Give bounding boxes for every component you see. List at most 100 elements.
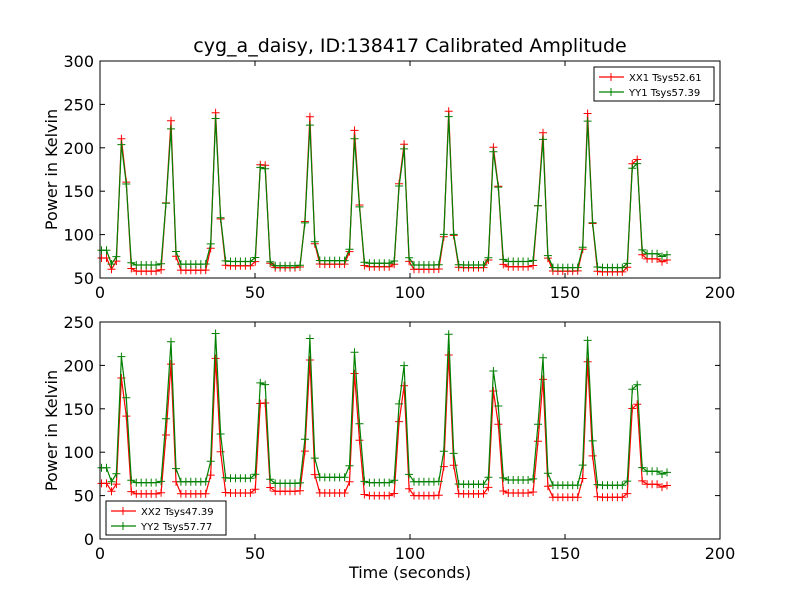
x-axis-label: Time (seconds) xyxy=(348,563,471,582)
data-point xyxy=(489,367,498,375)
data-point xyxy=(102,479,111,488)
data-point xyxy=(405,470,414,479)
legend-marker xyxy=(607,88,615,96)
data-point xyxy=(162,431,170,439)
y-tick-label: 100 xyxy=(63,226,94,245)
data-point xyxy=(484,253,493,262)
data-point xyxy=(157,477,166,486)
data-point xyxy=(588,436,597,445)
data-point xyxy=(658,470,666,479)
data-point xyxy=(539,128,547,137)
data-point xyxy=(157,488,166,497)
data-point xyxy=(300,447,309,456)
data-point xyxy=(628,404,637,413)
data-point xyxy=(355,419,364,428)
data-point xyxy=(529,474,538,483)
data-point xyxy=(300,218,309,227)
data-point xyxy=(653,480,662,489)
legend-label: XX2 Tsys47.39 xyxy=(141,507,214,518)
data-point xyxy=(340,473,349,482)
y-tick-label: 50 xyxy=(74,487,94,506)
figure-title: cyg_a_daisy, ID:138417 Calibrated Amplit… xyxy=(193,35,626,57)
data-point xyxy=(395,399,404,408)
data-point xyxy=(266,257,275,266)
data-point xyxy=(127,476,136,485)
data-point xyxy=(534,437,542,446)
legend-label: XX1 Tsys52.61 xyxy=(629,73,702,84)
x-tick-label: 100 xyxy=(395,544,426,563)
data-point xyxy=(345,461,354,470)
data-point xyxy=(638,463,647,472)
data-point xyxy=(345,477,354,486)
data-point xyxy=(291,487,299,496)
legend-marker xyxy=(119,522,127,530)
data-point xyxy=(479,489,488,498)
data-point xyxy=(246,489,255,497)
legend-box xyxy=(593,66,715,102)
data-point xyxy=(350,348,359,357)
legend-box xyxy=(105,500,227,536)
data-point xyxy=(628,164,637,173)
data-point xyxy=(524,476,533,484)
data-point xyxy=(534,420,542,429)
data-point xyxy=(489,147,498,156)
data-point xyxy=(583,357,592,366)
data-point xyxy=(216,430,225,438)
data-point xyxy=(112,252,121,261)
data-point xyxy=(395,182,404,190)
data-point xyxy=(112,480,121,489)
data-point xyxy=(578,243,587,252)
data-point xyxy=(172,247,180,256)
data-point xyxy=(122,412,131,421)
data-point xyxy=(246,257,255,266)
data-point xyxy=(434,491,443,500)
x-tick-label: 50 xyxy=(245,283,265,302)
data-point xyxy=(623,477,632,486)
data-point xyxy=(618,263,627,272)
x-tick-label: 150 xyxy=(550,544,581,563)
legend: XX1 Tsys52.61 YY1 Tsys57.39 xyxy=(593,66,715,102)
data-point xyxy=(162,414,170,423)
data-point xyxy=(400,144,409,153)
data-point xyxy=(127,487,136,496)
data-point xyxy=(152,261,161,269)
data-point xyxy=(494,183,503,192)
data-point xyxy=(102,463,111,472)
data-point xyxy=(593,480,602,489)
y-tick-label: 50 xyxy=(74,269,94,288)
data-point xyxy=(117,352,126,361)
data-point xyxy=(534,201,542,210)
y-tick-label: 300 xyxy=(63,52,94,71)
data-point xyxy=(638,245,647,254)
data-point xyxy=(494,420,503,429)
data-point xyxy=(261,164,270,173)
legend: XX2 Tsys47.39 YY2 Tsys57.77 xyxy=(105,500,227,536)
data-point xyxy=(296,486,304,495)
data-point xyxy=(658,483,666,492)
data-point xyxy=(167,337,175,346)
data-point xyxy=(638,476,647,485)
data-point xyxy=(266,483,275,492)
y-tick-label: 150 xyxy=(63,182,94,201)
data-point xyxy=(588,218,597,227)
data-point xyxy=(618,481,627,490)
data-point xyxy=(400,361,409,370)
data-point xyxy=(360,477,369,486)
data-point xyxy=(588,451,597,460)
data-point xyxy=(172,464,180,473)
data-point xyxy=(167,116,175,125)
data-point xyxy=(663,468,671,477)
data-point xyxy=(529,488,538,496)
data-point xyxy=(479,261,488,269)
data-point xyxy=(444,351,453,359)
data-point xyxy=(266,475,275,484)
data-point xyxy=(653,467,662,476)
data-point xyxy=(355,202,364,211)
data-point xyxy=(152,489,161,498)
data-point xyxy=(439,447,448,456)
y-axis-label: Power in Kelvin xyxy=(42,109,61,230)
data-point xyxy=(157,259,166,268)
x-tick-label: 50 xyxy=(245,544,265,563)
data-point xyxy=(340,256,349,265)
